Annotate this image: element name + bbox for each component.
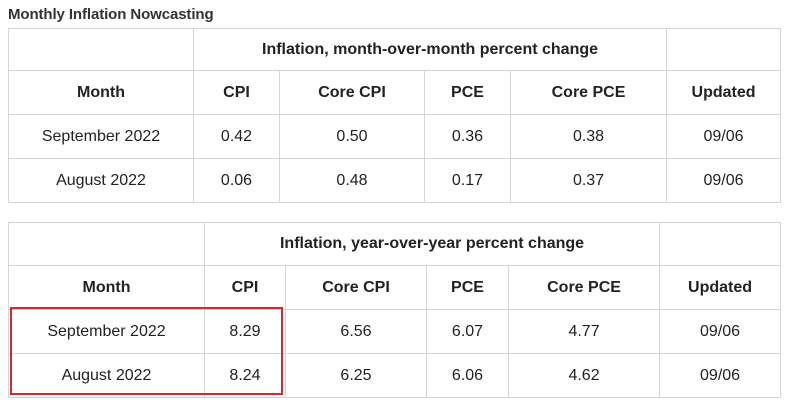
cell-updated: 09/06 xyxy=(666,158,782,203)
column-header-cpi: CPI xyxy=(204,265,286,310)
cell-month: September 2022 xyxy=(8,114,194,159)
empty-corner-cell xyxy=(8,222,205,266)
cell-core-pce: 4.77 xyxy=(507,309,661,354)
column-header-core-cpi: Core CPI xyxy=(285,265,427,310)
cell-cpi: 0.42 xyxy=(193,114,280,159)
group-header-row: Inflation, month-over-month percent chan… xyxy=(8,28,782,71)
column-header-core-cpi: Core CPI xyxy=(279,70,425,115)
cell-cpi: 8.29 xyxy=(204,309,286,354)
cell-pce: 6.07 xyxy=(426,309,509,354)
cell-pce: 6.06 xyxy=(426,353,509,398)
cell-core-pce: 0.38 xyxy=(509,114,668,159)
cell-pce: 0.17 xyxy=(424,158,511,203)
column-header-updated: Updated xyxy=(659,265,782,310)
column-header-month: Month xyxy=(8,70,194,115)
cell-core-cpi: 0.50 xyxy=(279,114,425,159)
cell-updated: 09/06 xyxy=(659,353,782,398)
column-header-updated: Updated xyxy=(666,70,782,115)
cell-updated: 09/06 xyxy=(666,114,782,159)
cell-pce: 0.36 xyxy=(424,114,511,159)
table-row: August 2022 0.06 0.48 0.17 0.37 09/06 xyxy=(8,158,782,203)
group-header: Inflation, month-over-month percent chan… xyxy=(192,28,668,71)
group-header: Inflation, year-over-year percent change xyxy=(203,222,661,266)
empty-corner-cell xyxy=(659,222,782,266)
mom-inflation-table: Inflation, month-over-month percent chan… xyxy=(8,28,782,203)
yoy-inflation-table: Inflation, year-over-year percent change… xyxy=(8,222,782,398)
table-row: September 2022 0.42 0.50 0.36 0.38 09/06 xyxy=(8,114,782,159)
cell-updated: 09/06 xyxy=(659,309,782,354)
column-header-month: Month xyxy=(8,265,205,310)
column-header-row: Month CPI Core CPI PCE Core PCE Updated xyxy=(8,265,782,310)
cell-month: September 2022 xyxy=(8,309,205,354)
column-header-core-pce: Core PCE xyxy=(509,70,668,115)
table-row: September 2022 8.29 6.56 6.07 4.77 09/06 xyxy=(8,309,782,354)
cell-cpi: 8.24 xyxy=(204,353,286,398)
cell-cpi: 0.06 xyxy=(193,158,280,203)
group-header-row: Inflation, year-over-year percent change xyxy=(8,222,782,266)
cell-month: August 2022 xyxy=(8,353,205,398)
column-header-pce: PCE xyxy=(424,70,511,115)
column-header-row: Month CPI Core CPI PCE Core PCE Updated xyxy=(8,70,782,115)
column-header-core-pce: Core PCE xyxy=(507,265,661,310)
page-title: Monthly Inflation Nowcasting xyxy=(8,6,214,23)
column-header-pce: PCE xyxy=(426,265,509,310)
table-row: August 2022 8.24 6.25 6.06 4.62 09/06 xyxy=(8,353,782,398)
column-header-cpi: CPI xyxy=(193,70,280,115)
cell-core-cpi: 6.25 xyxy=(285,353,427,398)
cell-core-cpi: 6.56 xyxy=(285,309,427,354)
cell-core-pce: 0.37 xyxy=(509,158,668,203)
cell-month: August 2022 xyxy=(8,158,194,203)
cell-core-pce: 4.62 xyxy=(507,353,661,398)
cell-core-cpi: 0.48 xyxy=(279,158,425,203)
empty-corner-cell xyxy=(8,28,194,71)
empty-corner-cell xyxy=(666,28,782,71)
